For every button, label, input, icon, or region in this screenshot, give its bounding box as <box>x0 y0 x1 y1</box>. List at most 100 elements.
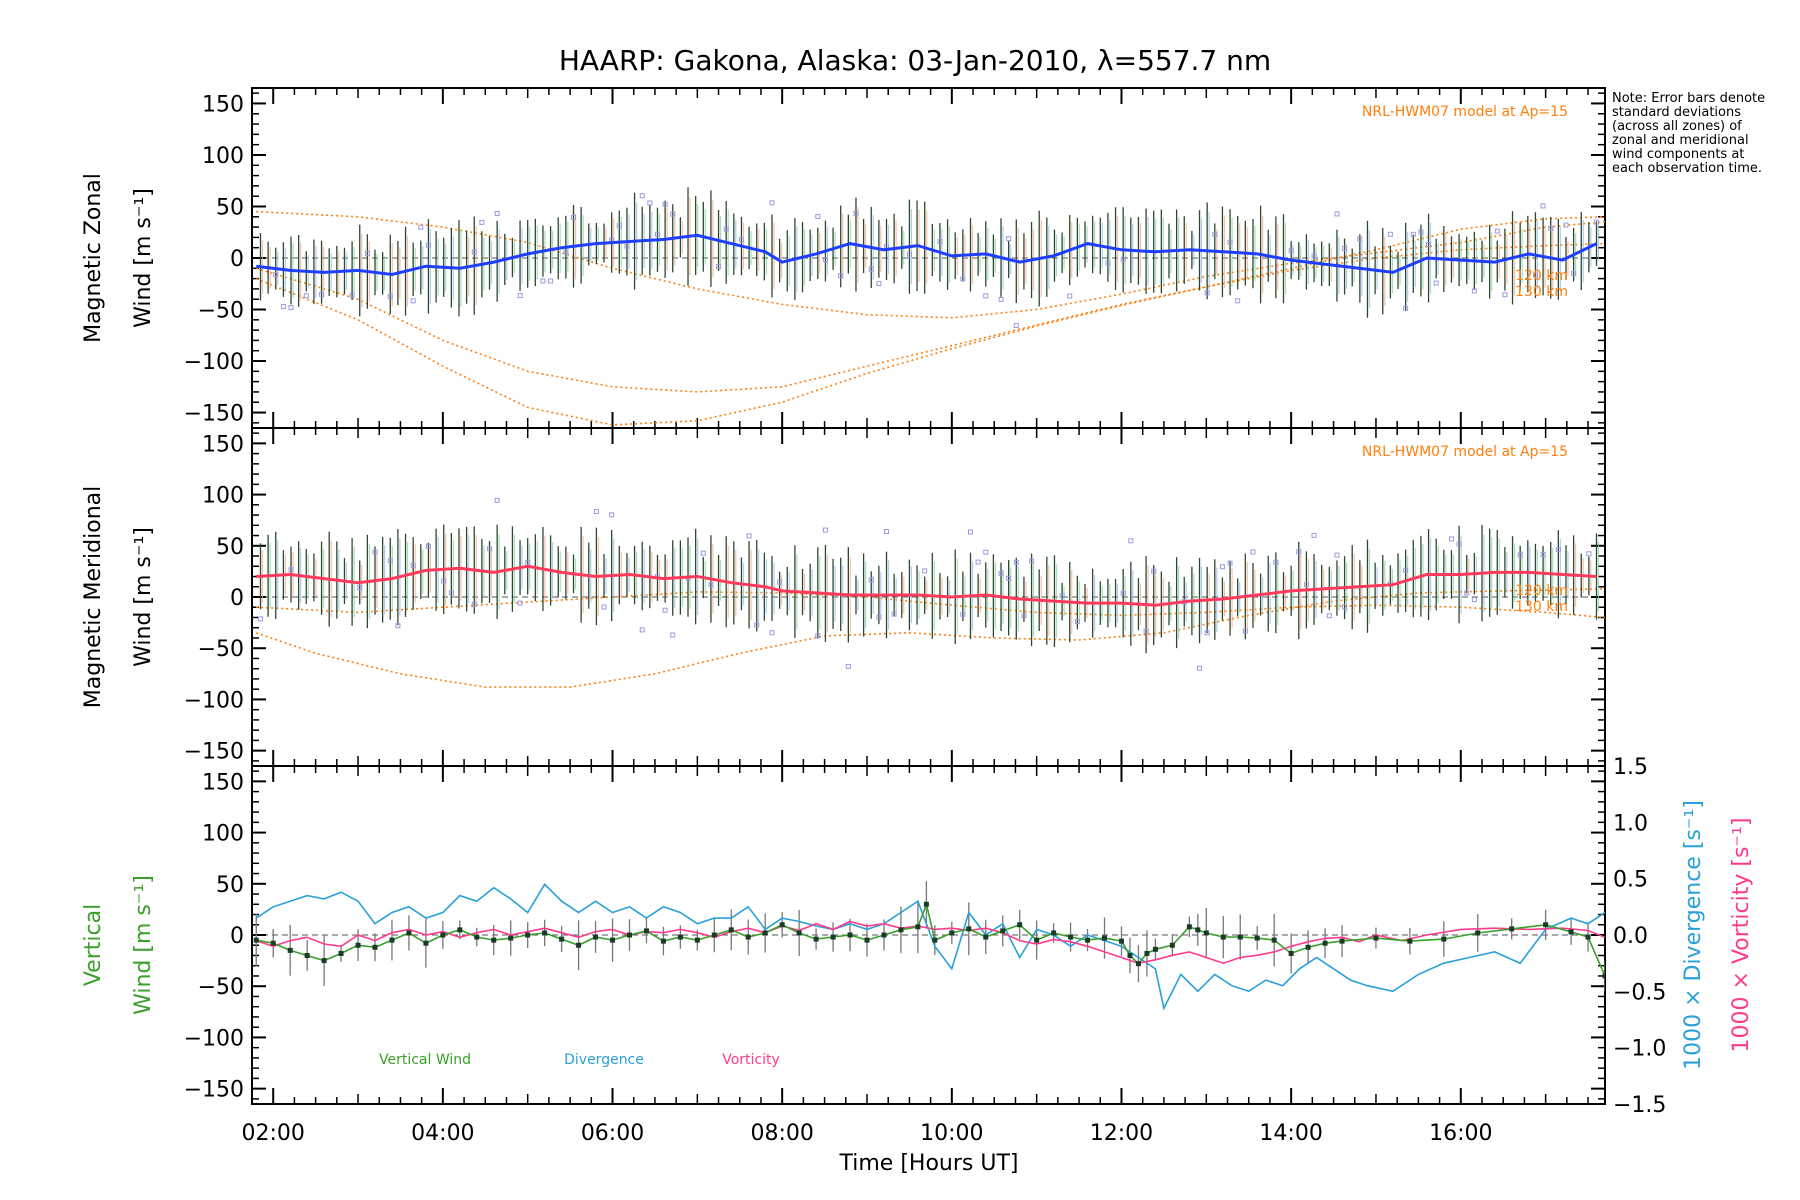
vertical-wind-point <box>1373 935 1379 941</box>
x-tick-label: 12:00 <box>1090 1121 1153 1146</box>
zone-marker <box>754 622 760 628</box>
zone-marker <box>822 257 828 263</box>
right-y-tick-label: −1.0 <box>1613 1037 1666 1062</box>
legend-divergence: Divergence <box>564 1052 644 1068</box>
right-axis-label-vorticity: 1000 × Vorticity [s⁻¹] <box>1729 818 1754 1053</box>
zone-marker <box>1502 292 1508 298</box>
legend-vorticity: Vorticity <box>722 1052 780 1068</box>
y-axis-label-line2: Wind [m s⁻¹] <box>131 527 156 667</box>
zone-marker <box>517 293 523 299</box>
zone-marker <box>1334 211 1340 217</box>
zone-marker <box>967 529 973 535</box>
zone-marker <box>1555 547 1561 553</box>
vertical-wind-point <box>643 928 649 934</box>
vertical-wind-point <box>1543 922 1549 928</box>
zone-marker <box>616 223 622 229</box>
zone-marker <box>1311 532 1317 538</box>
zone-marker <box>1471 288 1477 294</box>
zone-marker <box>1571 271 1577 277</box>
zone-marker <box>609 512 615 518</box>
vertical-wind-point <box>1441 936 1447 942</box>
vertical-wind-point <box>1195 927 1201 933</box>
vertical-wind-point <box>1102 935 1108 941</box>
zone-marker <box>884 529 890 535</box>
right-y-tick-label: 1.0 <box>1613 811 1648 836</box>
vertical-wind-point <box>542 930 548 936</box>
zone-marker <box>1303 582 1309 588</box>
x-tick-label: 04:00 <box>411 1121 474 1146</box>
zone-marker <box>654 231 660 237</box>
panel-1: 150 100 50 0 −50 −100 −150 Magnetic Zonal Wind [… <box>81 87 1606 429</box>
panels: 150 100 50 0 −50 −100 −150 Magnetic Zonal Wind [… <box>81 87 1754 1118</box>
vertical-wind-point <box>508 935 514 941</box>
vertical-wind-point <box>745 934 751 940</box>
zone-marker <box>387 558 393 564</box>
zone-marker <box>1120 256 1126 262</box>
zone-marker <box>815 214 821 220</box>
zone-marker <box>670 211 676 217</box>
zone-marker <box>1288 248 1294 254</box>
vertical-wind-point <box>1407 938 1413 944</box>
x-tick-label: 16:00 <box>1429 1121 1492 1146</box>
x-tick-label: 02:00 <box>242 1121 305 1146</box>
zone-marker <box>471 601 477 607</box>
vertical-wind-point <box>1288 950 1294 956</box>
panel-data <box>253 881 1605 1011</box>
zone-marker <box>1227 560 1233 566</box>
zone-marker <box>738 237 744 243</box>
zone-marker <box>1074 618 1080 624</box>
zone-marker <box>1219 564 1225 570</box>
panel-2: 150 100 50 0 −50 −100 −150 Magnetic Meridional W… <box>81 427 1606 767</box>
vertical-wind-point <box>440 932 446 938</box>
zone-marker <box>1426 242 1432 248</box>
model-label: NRL-HWM07 model at Ap=15 <box>1362 104 1568 120</box>
zone-marker <box>868 577 874 583</box>
zone-marker <box>1006 575 1012 581</box>
zone-marker <box>1517 552 1523 558</box>
vertical-wind-point <box>1169 942 1175 948</box>
zone-marker <box>1143 628 1149 634</box>
vertical-wind-point <box>423 940 429 946</box>
zone-marker <box>769 630 775 636</box>
zone-marker <box>1006 236 1012 242</box>
zone-marker <box>624 243 630 249</box>
vertical-wind-point <box>491 937 497 943</box>
zone-marker <box>372 549 378 555</box>
vertical-wind-point <box>711 932 717 938</box>
zone-marker <box>548 278 554 284</box>
zone-marker <box>639 193 645 199</box>
zone-marker <box>601 604 607 610</box>
zone-marker <box>387 293 393 299</box>
zone-marker <box>410 562 416 568</box>
zone-marker <box>998 296 1004 302</box>
zone-marker <box>845 663 851 669</box>
model-curve-label-120: 120 km <box>1515 268 1568 284</box>
legend-vertical-wind: Vertical Wind <box>379 1052 471 1068</box>
zone-marker <box>662 201 668 207</box>
zone-marker <box>1532 272 1538 278</box>
y-tick-label: 150 <box>202 92 244 117</box>
error-bar-note: Note: Error bars denote standard deviati… <box>1612 91 1766 176</box>
zone-marker <box>494 211 500 217</box>
panel-3: 150 100 50 0 −50 −100 −150 Vertical Wind [m s⁻¹]… <box>81 755 1754 1118</box>
zone-marker <box>257 616 263 622</box>
zone-marker <box>906 251 912 257</box>
vertical-wind-point <box>923 901 929 907</box>
zone-marker <box>593 509 599 515</box>
right-axis-label-divergence: 1000 × Divergence [s⁻¹] <box>1681 800 1706 1070</box>
zone-marker <box>1273 559 1279 565</box>
right-y-tick-label: −0.5 <box>1613 980 1666 1005</box>
vertical-wind-point <box>610 937 616 943</box>
vertical-wind-point <box>1254 935 1260 941</box>
model-curve-120-km <box>255 242 1605 393</box>
vertical-wind-point <box>1271 937 1277 943</box>
zone-marker <box>319 291 325 297</box>
model-curve-130-km <box>255 216 1605 426</box>
vertical-wind-point <box>881 932 887 938</box>
zone-marker <box>708 582 714 588</box>
vertical-wind-point <box>1135 961 1141 967</box>
y-tick-label: 150 <box>202 432 244 457</box>
vertical-wind-point <box>796 930 802 936</box>
zone-marker <box>1403 567 1409 573</box>
